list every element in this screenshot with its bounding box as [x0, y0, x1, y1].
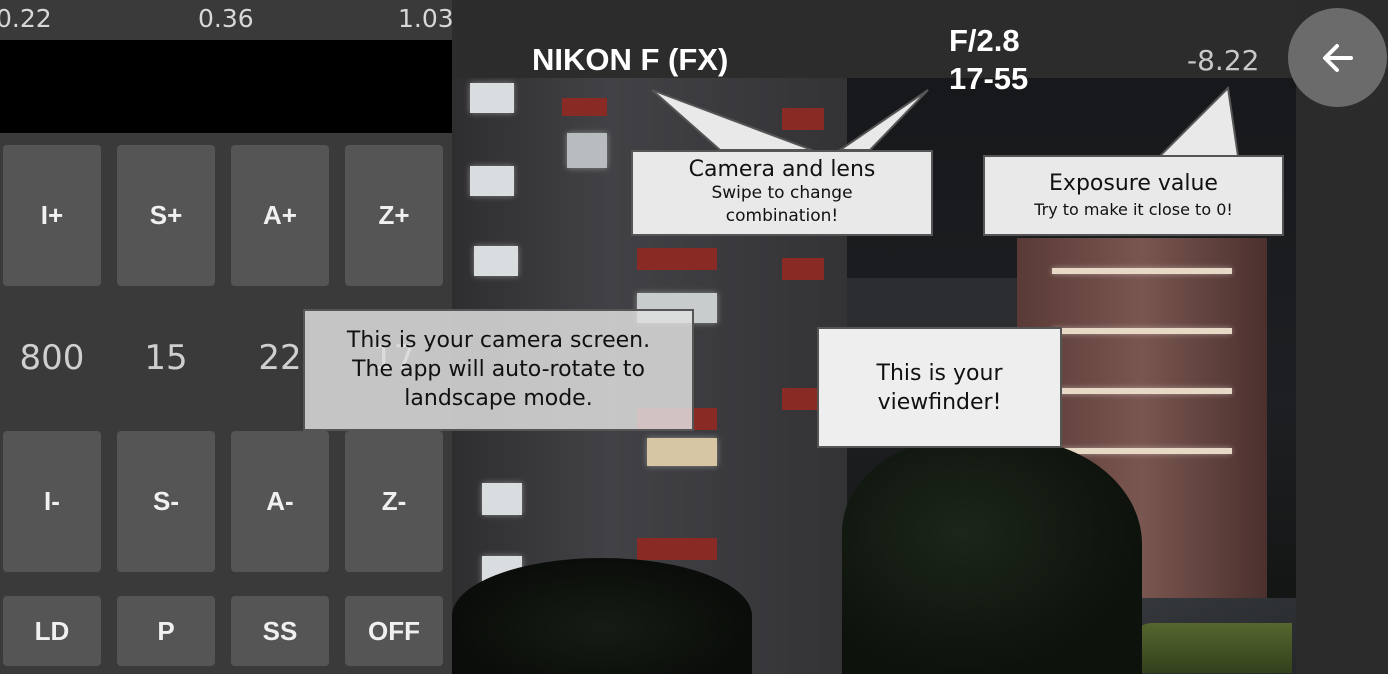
ld-button[interactable]: LD — [3, 596, 101, 666]
meter-center-value: 0.36 — [198, 4, 254, 33]
lens-focal-length[interactable]: 17-55 — [949, 61, 1029, 96]
balcony — [782, 388, 824, 410]
window-light — [470, 83, 514, 113]
meter-right-value: 1.03 — [398, 4, 454, 33]
tutorial-ev-sub: Try to make it close to 0! — [1034, 200, 1233, 219]
arrow-left-icon — [1322, 43, 1353, 72]
tutorial-screen-line: This is your camera screen. — [346, 328, 651, 353]
shutter-down-button[interactable]: S- — [117, 431, 215, 572]
shutter-value: 15 — [144, 338, 188, 378]
meter-left-value: 0.22 — [0, 4, 52, 33]
tutorial-camera-lens-sub: Swipe to change — [711, 183, 853, 203]
back-button[interactable] — [1288, 8, 1387, 107]
window-light — [647, 438, 717, 466]
balcony — [562, 98, 607, 116]
right-strip — [1296, 0, 1388, 674]
window-row — [1052, 268, 1232, 274]
window-row — [1052, 448, 1232, 454]
balcony — [637, 538, 717, 560]
zoom-up-button[interactable]: Z+ — [345, 145, 443, 286]
aperture-down-button[interactable]: A- — [231, 431, 329, 572]
camera-name[interactable]: NIKON F (FX) — [532, 42, 729, 77]
window-light — [474, 246, 518, 276]
tutorial-exposure-value: Exposure value Try to make it close to 0… — [983, 155, 1284, 236]
tutorial-ev-title: Exposure value — [1049, 171, 1218, 196]
callout-tail-ev — [1157, 86, 1240, 157]
callout-tail-camera — [651, 89, 929, 151]
trees — [842, 438, 1142, 674]
camera-info-bar[interactable]: NIKON F (FX) F/2.8 17-55 -8.22 — [452, 0, 1296, 96]
shutter-up-button[interactable]: S+ — [117, 145, 215, 286]
window-row — [1052, 388, 1232, 394]
aperture-value: 22 — [258, 338, 302, 378]
iso-up-button[interactable]: I+ — [3, 145, 101, 286]
exposure-value: -8.22 — [1187, 44, 1260, 77]
tutorial-viewfinder-line: This is your — [876, 361, 1003, 386]
balcony — [637, 248, 717, 270]
aperture-up-button[interactable]: A+ — [231, 145, 329, 286]
tutorial-camera-lens-title: Camera and lens — [688, 157, 876, 182]
iso-value: 800 — [19, 338, 85, 378]
light-meter-readout: 0.22 0.36 1.03 — [0, 0, 454, 40]
window-row — [1052, 328, 1232, 334]
p-button[interactable]: P — [117, 596, 215, 666]
zoom-down-button[interactable]: Z- — [345, 431, 443, 572]
window-light — [470, 166, 514, 196]
balcony — [782, 258, 824, 280]
tutorial-screen-line: landscape mode. — [404, 386, 593, 411]
tutorial-viewfinder: This is your viewfinder! — [817, 327, 1062, 448]
tutorial-viewfinder-line: viewfinder! — [877, 390, 1002, 415]
trees — [452, 558, 752, 674]
ss-button[interactable]: SS — [231, 596, 329, 666]
iso-down-button[interactable]: I- — [3, 431, 101, 572]
tutorial-camera-screen: This is your camera screen. The app will… — [303, 309, 694, 431]
light-meter-display — [0, 40, 452, 133]
window-light — [567, 133, 607, 168]
tutorial-screen-line: The app will auto-rotate to — [352, 357, 645, 382]
tutorial-camera-lens: Camera and lens Swipe to change combinat… — [631, 150, 933, 236]
lens-aperture[interactable]: F/2.8 — [949, 23, 1020, 58]
off-button[interactable]: OFF — [345, 596, 443, 666]
grass-field — [1132, 623, 1292, 673]
window-light — [482, 483, 522, 515]
balcony — [782, 108, 824, 130]
tutorial-camera-lens-sub: combination! — [725, 206, 839, 226]
